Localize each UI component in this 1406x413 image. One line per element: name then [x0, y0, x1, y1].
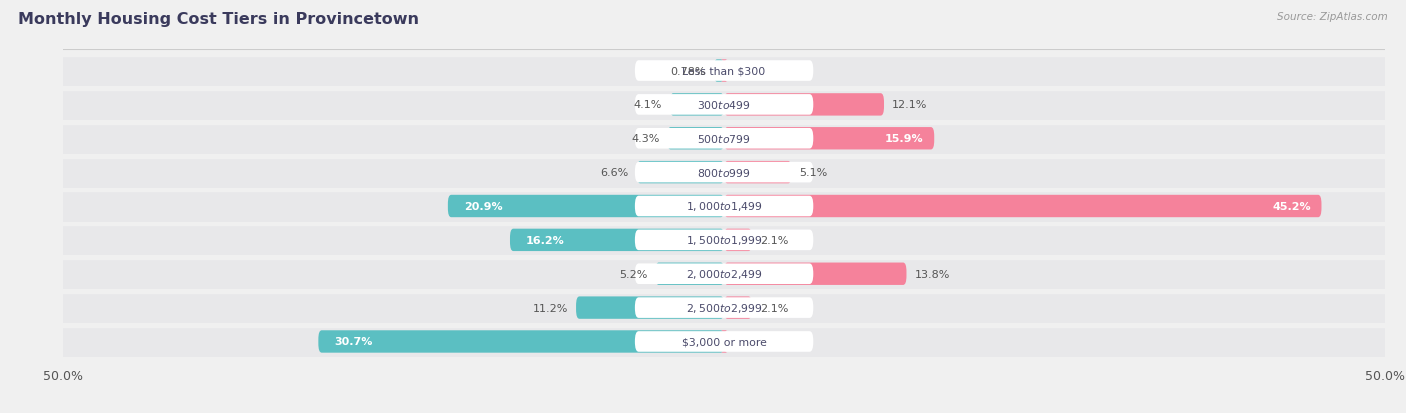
FancyBboxPatch shape [636, 196, 813, 217]
FancyBboxPatch shape [63, 225, 1385, 256]
Text: $500 to $799: $500 to $799 [697, 133, 751, 145]
Text: $3,000 or more: $3,000 or more [682, 337, 766, 347]
Text: $1,000 to $1,499: $1,000 to $1,499 [686, 200, 762, 213]
FancyBboxPatch shape [724, 128, 934, 150]
Text: 16.2%: 16.2% [526, 235, 565, 245]
Text: 4.1%: 4.1% [634, 100, 662, 110]
Text: $1,500 to $1,999: $1,500 to $1,999 [686, 234, 762, 247]
Text: 5.2%: 5.2% [619, 269, 647, 279]
FancyBboxPatch shape [714, 60, 724, 83]
Text: Less than $300: Less than $300 [682, 66, 766, 76]
FancyBboxPatch shape [721, 60, 727, 83]
Text: $2,500 to $2,999: $2,500 to $2,999 [686, 301, 762, 314]
FancyBboxPatch shape [63, 157, 1385, 188]
Text: 15.9%: 15.9% [884, 134, 924, 144]
FancyBboxPatch shape [636, 95, 813, 115]
FancyBboxPatch shape [669, 94, 724, 116]
FancyBboxPatch shape [63, 191, 1385, 222]
Text: 2.1%: 2.1% [759, 303, 789, 313]
FancyBboxPatch shape [636, 331, 813, 352]
FancyBboxPatch shape [637, 161, 724, 184]
Text: Monthly Housing Cost Tiers in Provincetown: Monthly Housing Cost Tiers in Provinceto… [18, 12, 419, 27]
FancyBboxPatch shape [63, 326, 1385, 357]
Text: 20.9%: 20.9% [464, 202, 502, 211]
FancyBboxPatch shape [63, 90, 1385, 121]
Text: $300 to $499: $300 to $499 [697, 99, 751, 111]
FancyBboxPatch shape [63, 56, 1385, 87]
Text: Source: ZipAtlas.com: Source: ZipAtlas.com [1277, 12, 1388, 22]
FancyBboxPatch shape [724, 161, 792, 184]
FancyBboxPatch shape [636, 129, 813, 149]
FancyBboxPatch shape [724, 297, 752, 319]
Text: 0.78%: 0.78% [671, 66, 706, 76]
Text: 13.8%: 13.8% [914, 269, 950, 279]
Text: 6.6%: 6.6% [600, 168, 628, 178]
Text: 11.2%: 11.2% [533, 303, 568, 313]
FancyBboxPatch shape [576, 297, 724, 319]
FancyBboxPatch shape [636, 61, 813, 82]
FancyBboxPatch shape [510, 229, 724, 252]
Text: 45.2%: 45.2% [1272, 202, 1310, 211]
FancyBboxPatch shape [724, 94, 884, 116]
FancyBboxPatch shape [636, 230, 813, 251]
FancyBboxPatch shape [636, 298, 813, 318]
Text: 5.1%: 5.1% [800, 168, 828, 178]
FancyBboxPatch shape [721, 330, 727, 353]
FancyBboxPatch shape [449, 195, 724, 218]
FancyBboxPatch shape [636, 162, 813, 183]
FancyBboxPatch shape [63, 123, 1385, 154]
Text: $2,000 to $2,499: $2,000 to $2,499 [686, 268, 762, 280]
Text: 30.7%: 30.7% [335, 337, 373, 347]
FancyBboxPatch shape [724, 195, 1322, 218]
FancyBboxPatch shape [655, 263, 724, 285]
Text: 2.1%: 2.1% [759, 235, 789, 245]
FancyBboxPatch shape [668, 128, 724, 150]
FancyBboxPatch shape [63, 259, 1385, 290]
FancyBboxPatch shape [636, 264, 813, 284]
Text: $800 to $999: $800 to $999 [697, 167, 751, 179]
Text: 12.1%: 12.1% [891, 100, 928, 110]
Text: 4.3%: 4.3% [631, 134, 659, 144]
FancyBboxPatch shape [318, 330, 724, 353]
FancyBboxPatch shape [63, 292, 1385, 323]
FancyBboxPatch shape [724, 229, 752, 252]
FancyBboxPatch shape [724, 263, 907, 285]
